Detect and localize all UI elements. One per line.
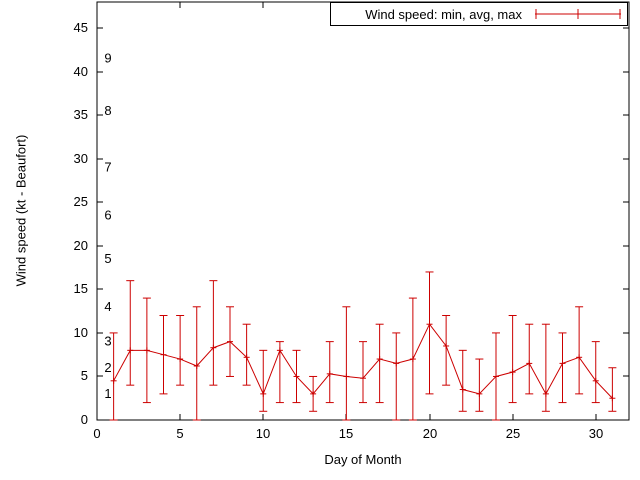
y-tick-label: 30 bbox=[74, 151, 88, 166]
y-tick-label: 10 bbox=[74, 325, 88, 340]
beaufort-label: 2 bbox=[104, 360, 111, 375]
x-tick-label: 25 bbox=[506, 426, 520, 441]
y-tick-label: 15 bbox=[74, 281, 88, 296]
y-tick-label: 0 bbox=[81, 412, 88, 427]
beaufort-label: 4 bbox=[104, 299, 111, 314]
x-axis-tick-labels: 0 5 10 15 20 25 30 bbox=[93, 426, 603, 441]
beaufort-label: 3 bbox=[104, 334, 111, 349]
beaufort-label: 6 bbox=[104, 207, 111, 222]
legend-label: Wind speed: min, avg, max bbox=[365, 6, 522, 22]
beaufort-label: 9 bbox=[104, 51, 111, 66]
errorbars-series bbox=[109, 271, 617, 421]
y-axis-label: Wind speed (kt - Beaufort) bbox=[13, 134, 29, 287]
beaufort-axis: 1 2 3 4 5 6 7 8 9 bbox=[104, 51, 111, 401]
beaufort-label: 7 bbox=[104, 159, 111, 174]
x-tick-label: 30 bbox=[589, 426, 603, 441]
y-axis-tick-labels: 0 5 10 15 20 25 30 35 40 45 bbox=[74, 20, 88, 427]
y-tick-label: 25 bbox=[74, 194, 88, 209]
legend: Wind speed: min, avg, max bbox=[330, 2, 628, 26]
x-tick-label: 10 bbox=[256, 426, 270, 441]
y-tick-label: 45 bbox=[74, 20, 88, 35]
beaufort-label: 8 bbox=[104, 103, 111, 118]
legend-errorbar-sample-icon bbox=[535, 9, 621, 19]
y-tick-label: 35 bbox=[74, 107, 88, 122]
x-tick-label: 20 bbox=[423, 426, 437, 441]
avg-markers bbox=[110, 321, 616, 402]
beaufort-label: 1 bbox=[104, 386, 111, 401]
x-tick-label: 5 bbox=[176, 426, 183, 441]
y-tick-label: 20 bbox=[74, 238, 88, 253]
x-tick-label: 0 bbox=[93, 426, 100, 441]
x-tick-label: 15 bbox=[339, 426, 353, 441]
y-tick-label: 5 bbox=[81, 368, 88, 383]
beaufort-label: 5 bbox=[104, 251, 111, 266]
y-tick-label: 40 bbox=[74, 64, 88, 79]
x-axis-label: Day of Month bbox=[324, 452, 402, 467]
